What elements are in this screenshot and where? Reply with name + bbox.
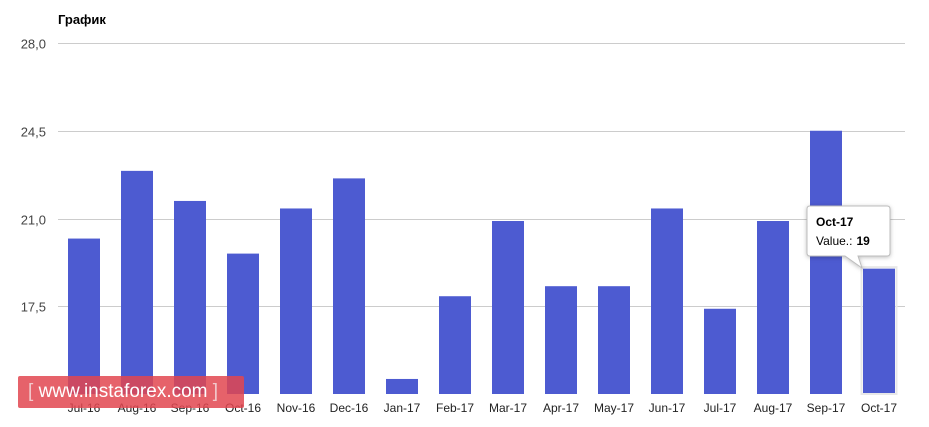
bar-feb-17[interactable] xyxy=(439,296,471,394)
y-tick-label: 21,0 xyxy=(21,213,46,228)
watermark-bracket-open: [ xyxy=(28,381,34,402)
bar-sep-17[interactable] xyxy=(810,130,842,394)
x-tick-label: Apr-17 xyxy=(543,401,579,415)
bar-nov-16[interactable] xyxy=(280,208,312,394)
x-tick-label: Jun-17 xyxy=(649,401,686,415)
x-tick-label: Oct-17 xyxy=(861,401,897,415)
bar-highlight xyxy=(860,266,898,395)
bar-jul-17[interactable] xyxy=(704,308,736,394)
x-tick-label: Jan-17 xyxy=(384,401,421,415)
bar-jan-17[interactable] xyxy=(386,378,418,394)
bar-aug-17[interactable] xyxy=(757,221,789,394)
bar-jun-17[interactable] xyxy=(651,208,683,394)
bar-may-17[interactable] xyxy=(598,286,630,394)
bar-apr-17[interactable] xyxy=(545,286,577,394)
tooltip-value: 19 xyxy=(856,234,870,248)
y-tick-label: 28,0 xyxy=(21,37,46,52)
tooltip-line: Value.: 19 xyxy=(816,234,870,248)
bar-oct-16[interactable] xyxy=(227,253,259,394)
x-tick-label: May-17 xyxy=(594,401,634,415)
x-tick-label: Jul-17 xyxy=(704,401,737,415)
tooltip-box xyxy=(806,205,891,270)
x-tick-label: Mar-17 xyxy=(489,401,527,415)
bar-jul-16[interactable] xyxy=(68,238,100,394)
bar-oct-17[interactable] xyxy=(863,268,895,394)
bar-mar-17[interactable] xyxy=(492,221,524,394)
tooltip: Oct-17 Value.: 19 xyxy=(806,205,891,270)
chart-title: График xyxy=(58,12,106,27)
bar-aug-16[interactable] xyxy=(121,170,153,394)
x-tick-label: Nov-16 xyxy=(277,401,316,415)
bar-dec-16[interactable] xyxy=(333,178,365,394)
x-tick-label: Feb-17 xyxy=(436,401,474,415)
watermark: [ www.instaforex.com ] xyxy=(18,376,244,408)
x-tick-label: Aug-17 xyxy=(754,401,793,415)
y-tick-label: 24,5 xyxy=(21,125,46,140)
tooltip-label: Value.: xyxy=(816,234,852,248)
tooltip-category: Oct-17 xyxy=(816,215,854,229)
y-tick-label: 17,5 xyxy=(21,300,46,315)
bars-layer xyxy=(68,130,898,395)
x-tick-label: Sep-17 xyxy=(807,401,846,415)
x-tick-label: Dec-16 xyxy=(330,401,369,415)
watermark-bracket-close: ] xyxy=(212,381,219,402)
bar-sep-16[interactable] xyxy=(174,200,206,394)
watermark-text: www.instaforex.com xyxy=(38,381,208,402)
